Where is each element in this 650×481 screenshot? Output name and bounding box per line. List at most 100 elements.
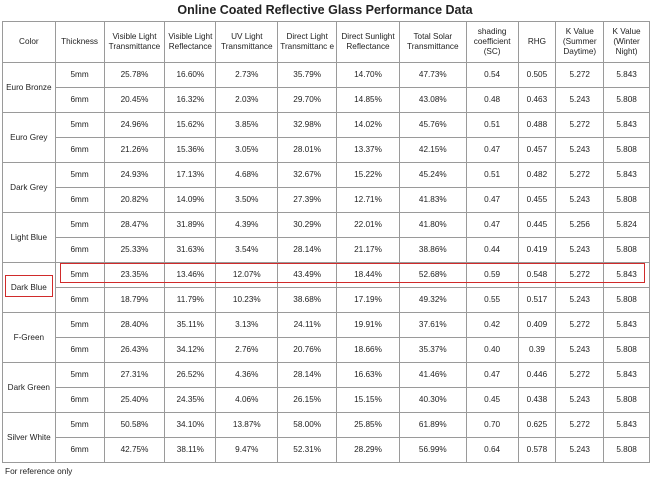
table-cell: 17.19% [336, 287, 400, 313]
table-cell: 0.40 [465, 337, 519, 363]
table-cell: 5.808 [603, 237, 650, 263]
table-cell: 5.824 [603, 212, 650, 238]
table-cell: 31.63% [164, 237, 217, 263]
table-cell: 0.445 [517, 212, 557, 238]
table-cell: 5.843 [603, 312, 650, 338]
table-row: Euro Bronze 5mm 25.78% 16.60% 2.73% 35.79% 14.… [2, 62, 650, 113]
table-cell: 6mm [54, 437, 105, 463]
table-cell: 6mm [54, 237, 105, 263]
table-cell: 27.31% [103, 362, 166, 388]
table-cell: 0.457 [517, 137, 557, 163]
table-cell: 5.272 [555, 62, 605, 88]
table-cell: 0.51 [465, 112, 519, 138]
table-cell: 6mm [54, 87, 105, 113]
table-cell: 28.01% [277, 137, 338, 163]
table-cell: 0.625 [517, 412, 557, 438]
table-cell: 0.482 [517, 162, 557, 188]
table-cell: 5.272 [555, 262, 605, 288]
table-cell: 0.47 [465, 137, 519, 163]
table-cell: 34.10% [164, 412, 217, 438]
table-cell: 18.66% [336, 337, 400, 363]
table-cell: 16.60% [164, 62, 217, 88]
table-cell: 5.808 [603, 137, 650, 163]
table-cell: 13.87% [215, 412, 279, 438]
table-row: Euro Grey 5mm 24.96% 15.62% 3.85% 32.98% 14.02… [2, 112, 650, 163]
table-cell: 42.75% [103, 437, 166, 463]
table-cell: 28.14% [277, 237, 338, 263]
table-row: Dark Green 5mm 27.31% 26.52% 4.36% 28.14% 16.6… [2, 362, 650, 413]
column-header: K Value (Winter Night) [603, 21, 650, 63]
table-cell: 5.243 [555, 387, 605, 413]
table-cell: 0.54 [465, 62, 519, 88]
table-cell: 21.17% [336, 237, 400, 263]
table-cell: 41.80% [398, 212, 467, 238]
color-cell: F-Green [2, 312, 56, 363]
table-cell: 0.47 [465, 362, 519, 388]
table-cell: 30.29% [277, 212, 338, 238]
table-cell: 26.43% [103, 337, 166, 363]
table-cell: 34.12% [164, 337, 217, 363]
table-cell: 3.54% [215, 237, 279, 263]
table-cell: 14.09% [164, 187, 217, 213]
table-cell: 52.31% [277, 437, 338, 463]
table-cell: 5.243 [555, 87, 605, 113]
table-cell: 15.15% [336, 387, 400, 413]
table-cell: 14.85% [336, 87, 400, 113]
table-cell: 0.51 [465, 162, 519, 188]
table-row: 6mm 26.43% 34.12% 2.76% 20.76% 18.66% 35.37% 0.… [3, 337, 650, 363]
table-cell: 3.50% [215, 187, 279, 213]
table-cell: 27.39% [277, 187, 338, 213]
table-cell: 12.71% [336, 187, 400, 213]
table-cell: 50.58% [103, 412, 166, 438]
table-cell: 41.46% [398, 362, 467, 388]
table-row: 6mm 25.33% 31.63% 3.54% 28.14% 21.17% 38.86% 0.… [3, 237, 650, 263]
table-row: 6mm 21.26% 15.36% 3.05% 28.01% 13.37% 42.15% 0.… [3, 137, 650, 163]
table-cell: 18.44% [336, 262, 400, 288]
table-cell: 28.29% [336, 437, 400, 463]
column-header: Color [2, 21, 56, 63]
table-cell: 0.70 [465, 412, 519, 438]
table-cell: 5.272 [555, 412, 605, 438]
table-cell: 35.37% [398, 337, 467, 363]
table-cell: 20.45% [103, 87, 166, 113]
table-cell: 5.243 [555, 437, 605, 463]
table-cell: 0.505 [517, 62, 557, 88]
table-cell: 24.96% [103, 112, 166, 138]
table-cell: 5.843 [603, 112, 650, 138]
table-cell: 2.76% [215, 337, 279, 363]
table-cell: 24.93% [103, 162, 166, 188]
table-cell: 3.13% [215, 312, 279, 338]
table-cell: 5.272 [555, 162, 605, 188]
table-cell: 5mm [54, 112, 105, 138]
table-cell: 4.06% [215, 387, 279, 413]
table-cell: 17.13% [164, 162, 217, 188]
table-cell: 5.272 [555, 112, 605, 138]
table-cell: 3.85% [215, 112, 279, 138]
table-cell: 0.438 [517, 387, 557, 413]
table-row: 6mm 20.82% 14.09% 3.50% 27.39% 12.71% 41.83% 0.… [3, 187, 650, 213]
table-row: Dark Blue 5mm 23.35% 13.46% 12.07% 43.49% 18.4… [2, 262, 650, 313]
table-row: F-Green 5mm 28.40% 35.11% 3.13% 24.11% 19.91% 3… [2, 312, 650, 363]
table-cell: 5.843 [603, 412, 650, 438]
performance-table: Color Thickness Visible Light Transmittanc… [2, 21, 650, 463]
table-cell: 22.01% [336, 212, 400, 238]
header-row: Color Thickness Visible Light Transmittanc… [2, 21, 650, 63]
table-cell: 28.40% [103, 312, 166, 338]
table-cell: 0.42 [465, 312, 519, 338]
table-cell: 28.47% [103, 212, 166, 238]
table-cell: 6mm [54, 137, 105, 163]
table-row: 6mm 20.45% 16.32% 2.03% 29.70% 14.85% 43.08% 0.… [3, 87, 650, 113]
table-cell: 5.243 [555, 337, 605, 363]
table-cell: 0.47 [465, 212, 519, 238]
table-cell: 35.79% [277, 62, 338, 88]
table-cell: 25.40% [103, 387, 166, 413]
column-header: UV Light Transmittance [215, 21, 279, 63]
table-cell: 5mm [54, 162, 105, 188]
table-cell: 26.52% [164, 362, 217, 388]
table-cell: 25.78% [103, 62, 166, 88]
table-cell: 58.00% [277, 412, 338, 438]
table-cell: 5.272 [555, 312, 605, 338]
color-cell: Light Blue [2, 212, 56, 263]
table-cell: 18.79% [103, 287, 166, 313]
table-cell: 0.409 [517, 312, 557, 338]
